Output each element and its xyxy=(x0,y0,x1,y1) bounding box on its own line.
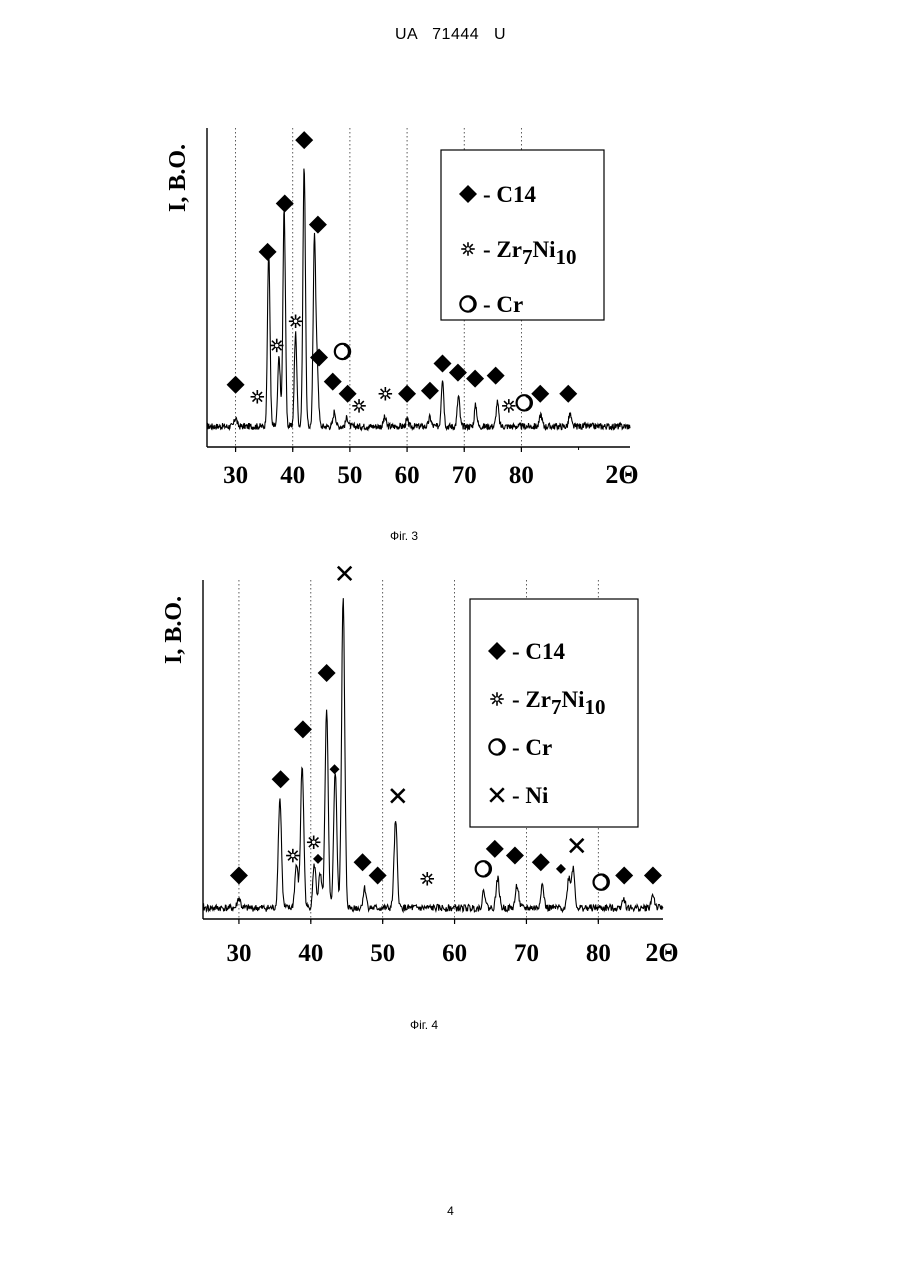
peak-marker-asterisk xyxy=(286,849,300,863)
peak-marker-diamond xyxy=(644,866,662,884)
peak-marker-diamond xyxy=(318,664,336,682)
legend-label: - C14 xyxy=(512,639,566,664)
figure-caption-4: Фіг. 4 xyxy=(410,1018,438,1032)
peak-marker-diamond xyxy=(615,866,633,884)
x-tick-label: 70 xyxy=(514,940,539,967)
peak-marker-diamond xyxy=(532,853,550,871)
legend-symbol-circle xyxy=(489,739,504,754)
x-tick-label: 60 xyxy=(442,940,467,967)
peak-marker-cross xyxy=(391,789,405,803)
legend-label: - Ni xyxy=(512,783,549,808)
peak-marker-diamond xyxy=(230,866,248,884)
peak-marker-diamond xyxy=(556,864,566,874)
y-axis-label: I, B.O. xyxy=(161,596,187,664)
page-number: 4 xyxy=(0,1204,901,1218)
xrd-chart-fig4: 3040506070802ΘI, B.O.- C14- Zr7Ni10- Cr-… xyxy=(0,0,901,1010)
peak-marker-cross xyxy=(338,567,352,581)
x-tick-label: 50 xyxy=(370,940,395,967)
x-axis-label: 2Θ xyxy=(645,938,678,967)
legend-label: - Cr xyxy=(512,735,552,760)
peak-marker-diamond xyxy=(354,853,372,871)
peak-marker-diamond xyxy=(369,866,387,884)
peak-marker-diamond xyxy=(313,854,323,864)
peak-marker-diamond xyxy=(294,720,312,738)
peak-marker-circle xyxy=(476,861,491,876)
legend-symbol-asterisk xyxy=(490,692,504,706)
peak-marker-circle xyxy=(594,874,609,889)
peak-marker-asterisk xyxy=(307,836,321,850)
x-tick-label: 30 xyxy=(226,940,251,967)
peak-marker-diamond xyxy=(330,764,340,774)
peak-marker-diamond xyxy=(272,770,290,788)
peak-marker-cross xyxy=(570,839,584,853)
peak-marker-diamond xyxy=(486,840,504,858)
peak-marker-asterisk xyxy=(421,872,435,886)
x-tick-label: 40 xyxy=(298,940,323,967)
peak-marker-diamond xyxy=(506,847,524,865)
x-tick-label: 80 xyxy=(586,940,611,967)
